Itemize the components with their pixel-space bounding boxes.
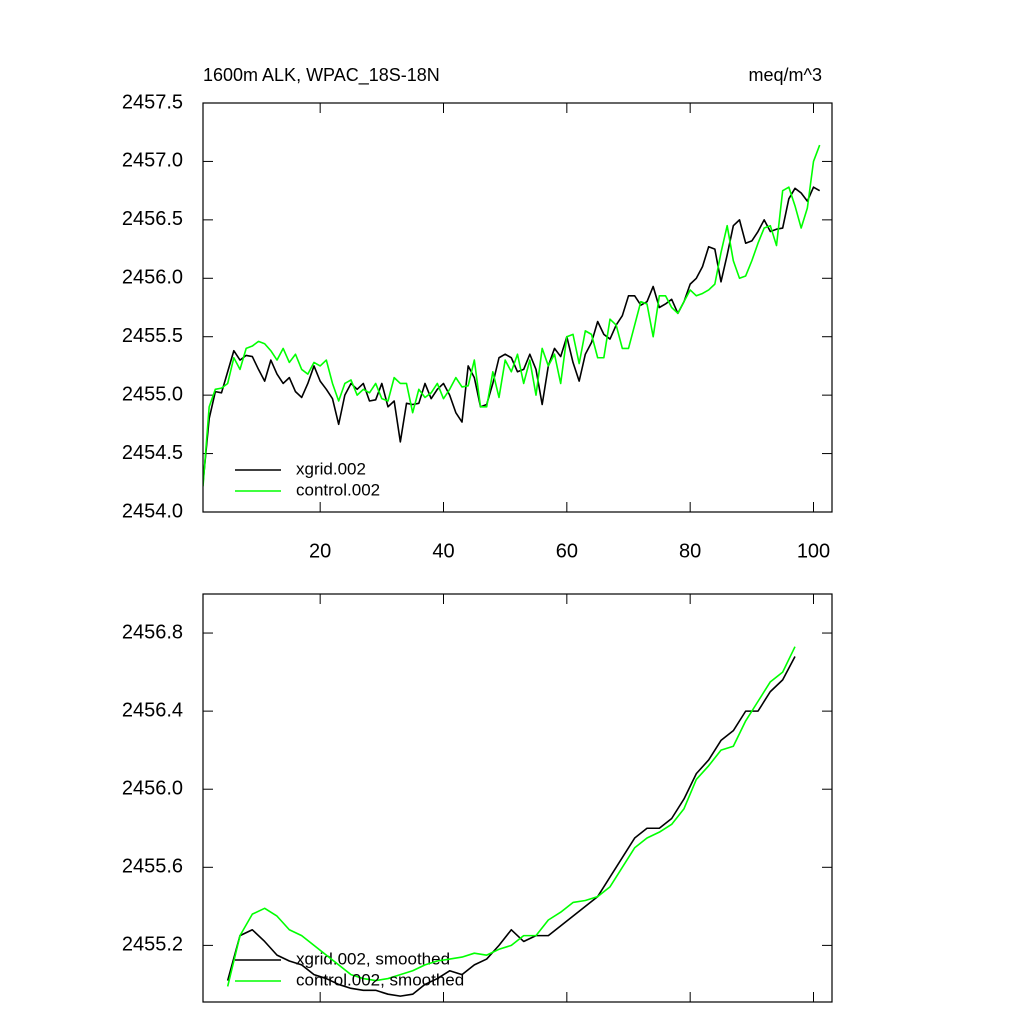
x-tick-label: 20 bbox=[309, 540, 331, 562]
data-line bbox=[203, 186, 821, 483]
y-tick-label: 2456.4 bbox=[122, 699, 183, 721]
y-tick-label: 2454.5 bbox=[122, 442, 183, 464]
y-tick-label: 2454.0 bbox=[122, 500, 183, 522]
y-tick-label: 2455.2 bbox=[122, 934, 183, 956]
plot-frame bbox=[202, 102, 833, 513]
legend-label: control.002 bbox=[296, 480, 380, 499]
x-tick-label: 100 bbox=[797, 540, 830, 562]
y-tick-label: 2456.0 bbox=[122, 267, 183, 289]
y-tick-label: 2457.0 bbox=[122, 150, 183, 172]
data-line bbox=[226, 646, 796, 987]
y-tick-label: 2455.5 bbox=[122, 325, 183, 347]
legend-label: control.002, smoothed bbox=[296, 970, 464, 989]
y-tick-label: 2456.8 bbox=[122, 621, 183, 643]
y-tick-label: 2455.6 bbox=[122, 856, 183, 878]
data-line bbox=[203, 144, 821, 487]
x-tick-label: 60 bbox=[556, 540, 578, 562]
unit-label: meq/m^3 bbox=[749, 65, 822, 85]
y-tick-label: 2456.0 bbox=[122, 777, 183, 799]
data-line bbox=[226, 656, 796, 997]
y-tick-label: 2456.5 bbox=[122, 208, 183, 230]
chart-title: 1600m ALK, WPAC_18S-18N bbox=[203, 65, 440, 86]
legend-label: xgrid.002, smoothed bbox=[296, 949, 450, 968]
legend-label: xgrid.002 bbox=[296, 459, 366, 478]
x-tick-label: 40 bbox=[432, 540, 454, 562]
y-tick-label: 2455.0 bbox=[122, 383, 183, 405]
y-tick-label: 2457.5 bbox=[122, 91, 183, 113]
plot-frame bbox=[202, 593, 833, 1003]
x-tick-label: 80 bbox=[679, 540, 701, 562]
